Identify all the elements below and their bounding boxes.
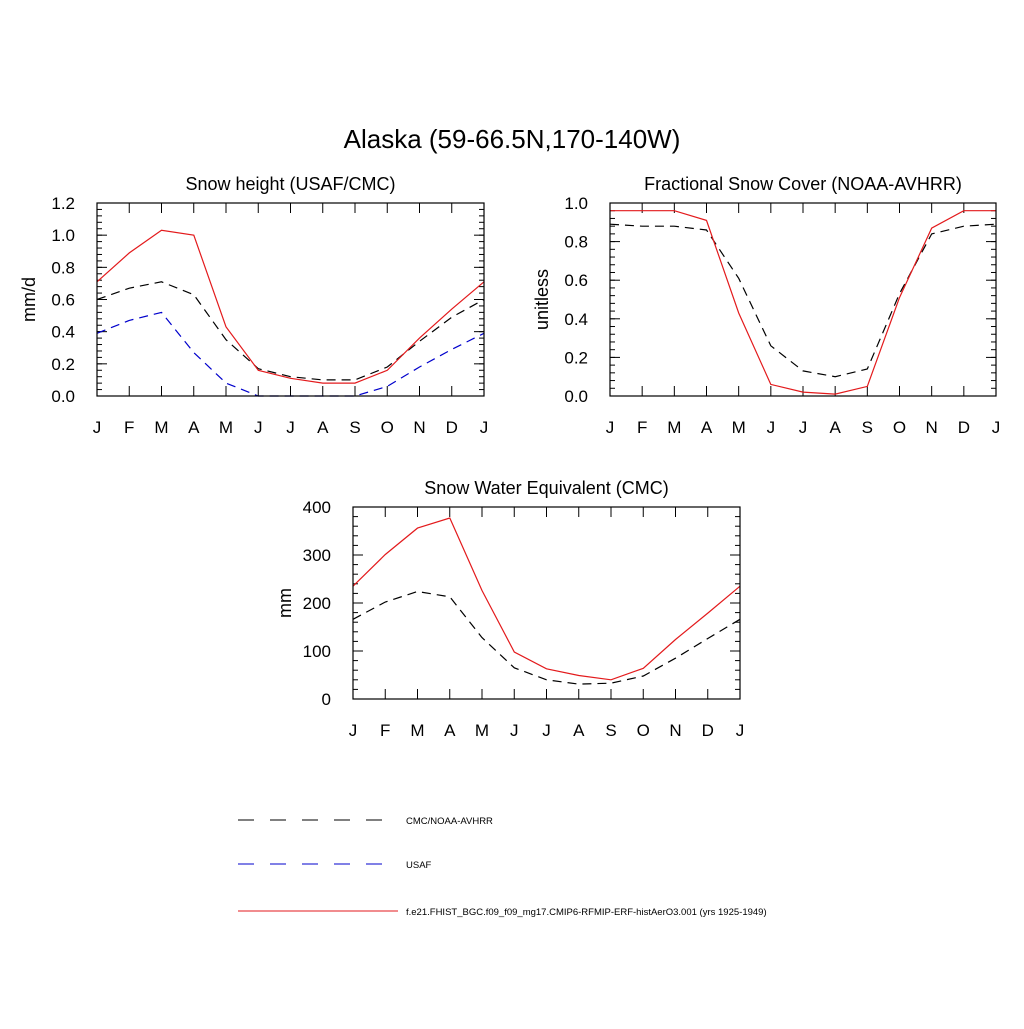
x-tick-label: M: [732, 418, 746, 437]
x-tick-label: F: [637, 418, 647, 437]
plot-frame: [96, 202, 485, 397]
x-tick-label: O: [637, 721, 650, 740]
figure-title: Alaska (59-66.5N,170-140W): [344, 124, 681, 154]
y-tick-label: 1.0: [51, 226, 75, 245]
x-tick-label: F: [380, 721, 390, 740]
y-tick-label: 0.8: [51, 258, 75, 277]
x-tick-label: J: [93, 418, 102, 437]
x-tick-label: S: [862, 418, 873, 437]
legend-item: f.e21.FHIST_BGC.f09_f09_mg17.CMIP6-RFMIP…: [238, 907, 767, 918]
x-tick-label: N: [926, 418, 938, 437]
series-line-2: [352, 517, 741, 681]
panel-title: Snow Water Equivalent (CMC): [424, 478, 668, 498]
y-axis-label: mm/d: [19, 277, 39, 322]
x-tick-label: D: [702, 721, 714, 740]
y-tick-label: 0: [322, 690, 331, 709]
legend: CMC/NOAA-AVHRR USAF f.e21.FHIST_BGC.f09_f0…: [238, 816, 767, 918]
x-tick-label: M: [667, 418, 681, 437]
plot-frame: [352, 506, 741, 700]
legend-label: f.e21.FHIST_BGC.f09_f09_mg17.CMIP6-RFMIP…: [406, 907, 767, 918]
series-line-1: [609, 223, 997, 378]
y-tick-label: 0.2: [51, 355, 75, 374]
x-tick-label: J: [992, 418, 1001, 437]
panels: Snow height (USAF/CMC) mm/d 0.0 0.2 0.4 0.6 0.…: [19, 174, 1000, 740]
x-tick-label: N: [413, 418, 425, 437]
x-tick-label: J: [542, 721, 551, 740]
x-tick-label: S: [349, 418, 360, 437]
x-tick-label: J: [254, 418, 263, 437]
x-tick-label: M: [219, 418, 233, 437]
x-tick-label: A: [444, 721, 456, 740]
chart-panel-1: Snow height (USAF/CMC) mm/d 0.0 0.2 0.4 0.6 0.…: [19, 174, 488, 437]
x-tick-label: J: [480, 418, 489, 437]
x-tick-label: S: [605, 721, 616, 740]
series-line-1: [352, 590, 741, 685]
y-tick-label: 0.0: [51, 387, 75, 406]
x-tick-label: A: [829, 418, 841, 437]
y-tick-label: 100: [303, 642, 331, 661]
y-tick-label: 0.0: [564, 387, 588, 406]
x-tick-label: J: [767, 418, 776, 437]
y-tick-label: 200: [303, 594, 331, 613]
x-tick-label: M: [410, 721, 424, 740]
series-line-3: [96, 229, 485, 384]
x-tick-label: F: [124, 418, 134, 437]
legend-item: CMC/NOAA-AVHRR: [238, 816, 493, 827]
x-tick-label: N: [669, 721, 681, 740]
x-tick-label: A: [188, 418, 200, 437]
chart-panel-3: Snow Water Equivalent (CMC) mm 0 100 200 300 4…: [275, 478, 744, 740]
panel-title: Fractional Snow Cover (NOAA-AVHRR): [644, 174, 962, 194]
x-tick-label: A: [573, 721, 585, 740]
legend-label: CMC/NOAA-AVHRR: [406, 816, 493, 827]
y-tick-label: 0.4: [51, 323, 75, 342]
plot-frame: [609, 202, 997, 397]
panel-title: Snow height (USAF/CMC): [185, 174, 395, 194]
x-tick-label: O: [381, 418, 394, 437]
legend-label: USAF: [406, 860, 432, 871]
y-tick-label: 0.4: [564, 310, 588, 329]
x-tick-label: D: [446, 418, 458, 437]
y-tick-label: 400: [303, 498, 331, 517]
y-tick-label: 1.2: [51, 194, 75, 213]
y-axis-label: unitless: [532, 269, 552, 330]
series-line-1: [96, 281, 485, 381]
x-tick-label: O: [893, 418, 906, 437]
y-tick-label: 0.6: [51, 291, 75, 310]
x-tick-label: A: [701, 418, 713, 437]
x-tick-label: J: [736, 721, 745, 740]
series-line-2: [610, 210, 996, 395]
x-tick-label: J: [349, 721, 358, 740]
y-tick-label: 1.0: [564, 194, 588, 213]
legend-item: USAF: [238, 860, 432, 871]
x-tick-label: M: [154, 418, 168, 437]
chart-panel-2: Fractional Snow Cover (NOAA-AVHRR) unitle…: [532, 174, 1000, 437]
x-tick-label: J: [799, 418, 808, 437]
x-tick-label: J: [510, 721, 519, 740]
x-tick-label: D: [958, 418, 970, 437]
x-tick-label: M: [475, 721, 489, 740]
y-tick-label: 0.2: [564, 348, 588, 367]
y-tick-label: 0.8: [564, 233, 588, 252]
x-tick-label: J: [286, 418, 295, 437]
x-tick-label: A: [317, 418, 329, 437]
y-tick-label: 300: [303, 546, 331, 565]
series-line-2: [96, 311, 485, 397]
x-tick-label: J: [606, 418, 615, 437]
y-tick-label: 0.6: [564, 271, 588, 290]
y-axis-label: mm: [275, 588, 295, 618]
